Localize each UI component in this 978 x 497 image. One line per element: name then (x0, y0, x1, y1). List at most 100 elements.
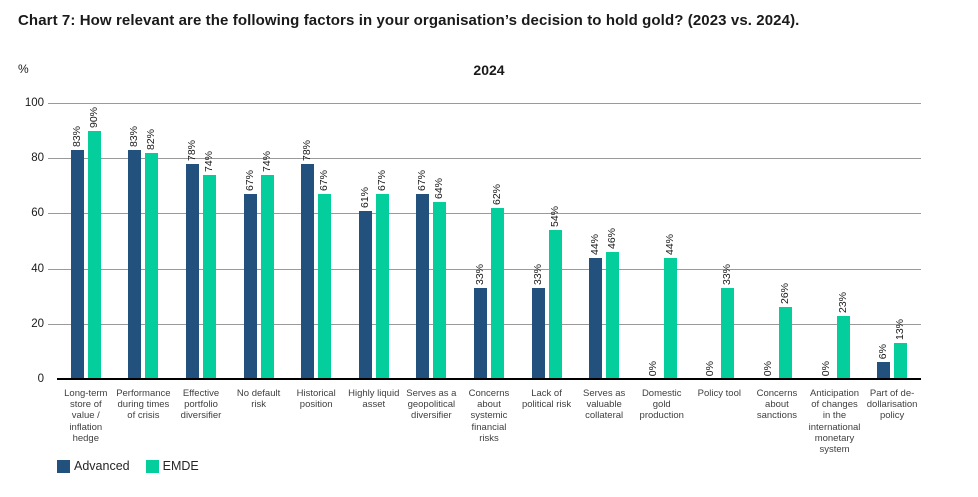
bar-column-emde: 46% (606, 103, 620, 379)
bar-emde (721, 287, 735, 379)
bar-value-label: 6% (877, 344, 890, 360)
bar-value-label: 83% (128, 125, 141, 147)
bar-value-label: 82% (145, 128, 158, 150)
bar-group: 0% 33% (691, 103, 749, 379)
bar-value-label: 67% (243, 170, 256, 192)
bar-column-advanced: 0% (820, 103, 833, 379)
bar-column-emde: 62% (490, 103, 504, 379)
bar-advanced (70, 149, 84, 379)
x-axis-category-label: Policy tool (697, 388, 741, 399)
bar-group: 83% 90% (57, 103, 115, 379)
bar-value-label: 74% (202, 150, 215, 172)
bar-column-emde: 13% (894, 103, 908, 379)
bar-value-label: 61% (358, 186, 371, 208)
bar-column-emde: 54% (548, 103, 562, 379)
bar-advanced (128, 149, 142, 379)
bar-emde (375, 194, 389, 379)
bar-column-emde: 82% (145, 103, 159, 379)
x-axis-category-label: Effective portfolio diversifier (180, 388, 222, 422)
legend: Advanced EMDE (57, 459, 199, 473)
y-tick-label-80: 80 (31, 152, 44, 165)
x-axis-category-label: Part of de-dollarisation policy (866, 388, 918, 422)
bar-advanced (243, 194, 257, 379)
y-axis-unit-label: % (18, 62, 29, 76)
bar-value-label: 78% (301, 139, 314, 161)
bar-group: 0% 26% (748, 103, 806, 379)
bar-group: 61% 67% (345, 103, 403, 379)
bar-column-emde: 67% (318, 103, 332, 379)
bar-column-emde: 74% (260, 103, 274, 379)
bar-value-label: 67% (318, 170, 331, 192)
x-axis-category-label: Highly liquid asset (348, 388, 400, 411)
bar-group: 67% 74% (230, 103, 288, 379)
bar-emde (606, 252, 620, 379)
bar-value-label: 0% (819, 360, 832, 376)
bar-column-emde: 44% (663, 103, 677, 379)
gridline-40 (57, 268, 921, 270)
bar-group: 6% 13% (863, 103, 921, 379)
y-tick-20 (48, 323, 57, 325)
bar-value-label: 67% (416, 170, 429, 192)
bar-emde (87, 130, 101, 379)
bar-value-label: 33% (473, 263, 486, 285)
x-axis-category-label: Serves as valuable collateral (583, 388, 626, 422)
bar-group: 33% 54% (518, 103, 576, 379)
bar-column-advanced: 44% (589, 103, 603, 379)
legend-item-emde: EMDE (145, 459, 199, 473)
bar-group: 0% 23% (806, 103, 864, 379)
bar-column-emde: 90% (87, 103, 101, 379)
x-axis-category-label: Concerns about sanctions (756, 388, 798, 422)
bar-advanced (531, 287, 545, 379)
bar-column-advanced: 0% (762, 103, 775, 379)
bar-emde (663, 257, 677, 379)
bar-group: 78% 67% (287, 103, 345, 379)
bar-value-label: 74% (260, 150, 273, 172)
bar-column-advanced: 33% (531, 103, 545, 379)
bar-column-advanced: 83% (128, 103, 142, 379)
bar-emde (490, 207, 504, 379)
bar-column-advanced: 78% (185, 103, 199, 379)
bar-value-label: 46% (606, 228, 619, 250)
bar-value-label: 33% (721, 263, 734, 285)
bar-value-label: 0% (646, 360, 659, 376)
bar-value-label: 44% (663, 233, 676, 255)
chart-title: Chart 7: How relevant are the following … (18, 12, 800, 29)
gridline-100 (57, 103, 921, 104)
y-tick-100 (48, 103, 57, 104)
bar-column-emde: 33% (721, 103, 735, 379)
bar-emde (894, 343, 908, 379)
x-axis-category-label: Serves as a geopolitical diversifier (406, 388, 457, 422)
bar-value-label: 26% (778, 283, 791, 305)
bar-value-label: 67% (375, 170, 388, 192)
x-axis-category-label: No default risk (236, 388, 281, 411)
bar-value-label: 0% (704, 360, 717, 376)
bar-value-label: 33% (531, 263, 544, 285)
bar-column-emde: 26% (778, 103, 792, 379)
x-axis-line (57, 378, 921, 380)
bar-emde (836, 315, 850, 379)
y-tick-label-100: 100 (24, 97, 44, 109)
x-axis-labels: Long-term store of value / inflation hed… (57, 388, 921, 455)
bar-value-label: 44% (589, 233, 602, 255)
bar-emde (318, 194, 332, 379)
bar-value-label: 62% (490, 183, 503, 205)
y-tick-40 (48, 268, 57, 270)
bar-group: 83% 82% (115, 103, 173, 379)
bar-column-emde: 67% (375, 103, 389, 379)
x-axis-category-label: Historical position (296, 388, 336, 411)
x-axis-category-label: Performance during times of crisis (116, 388, 171, 422)
gridline-20 (57, 323, 921, 325)
y-tick-label-20: 20 (31, 317, 44, 330)
bar-emde (433, 202, 447, 379)
bar-advanced (416, 194, 430, 379)
bar-group: 67% 64% (403, 103, 461, 379)
y-tick-60 (48, 213, 57, 215)
x-axis-category-label: Lack of political risk (521, 388, 572, 411)
x-axis-category-label: Long-term store of value / inflation hed… (64, 388, 108, 444)
legend-label-emde: EMDE (162, 459, 199, 473)
bar-advanced (877, 362, 891, 379)
bar-value-label: 83% (70, 125, 83, 147)
bar-column-advanced: 6% (877, 103, 891, 379)
bar-column-advanced: 67% (243, 103, 257, 379)
bars-layer: 83% 90% 83% 82% 78% 74% 67% 74% 78% 67% 61% 67% 67% 6… (57, 103, 921, 379)
